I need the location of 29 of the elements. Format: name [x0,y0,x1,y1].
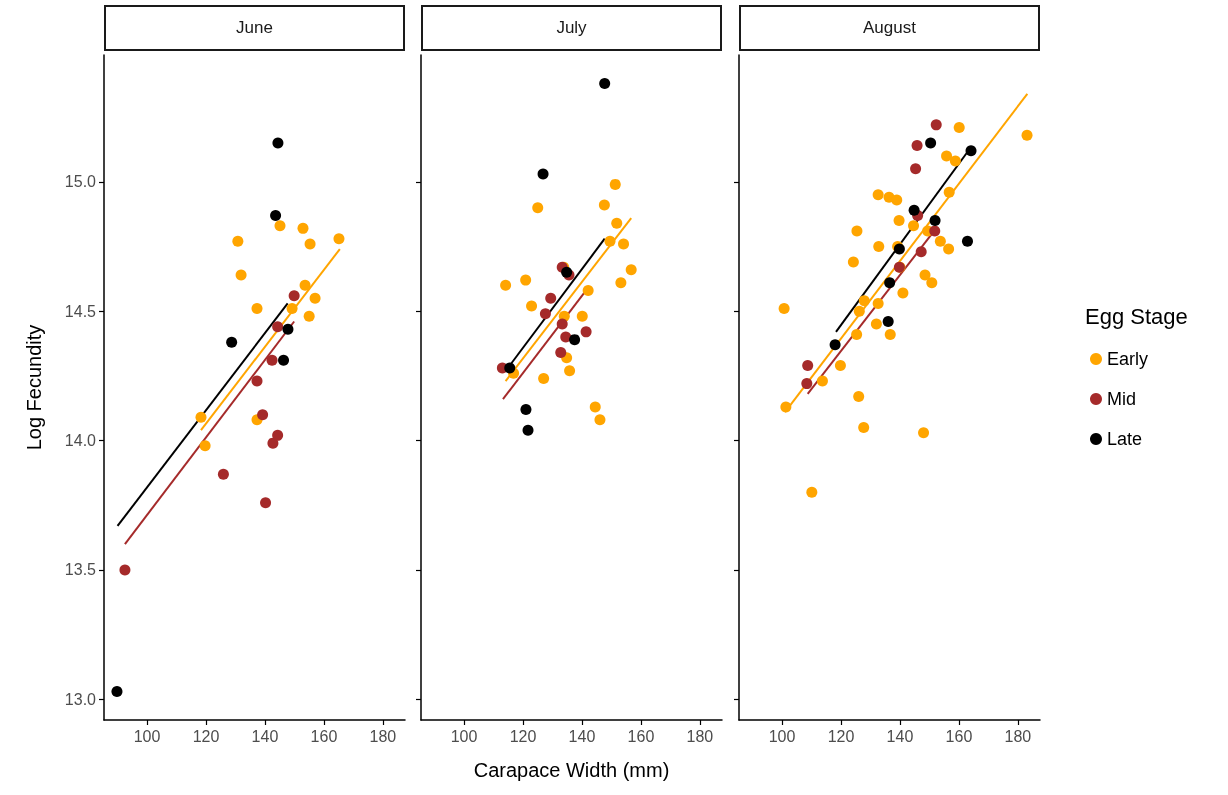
x-tick-label: 140 [251,727,279,745]
y-tick-label: 13.0 [64,690,97,708]
x-tick-label: 120 [509,727,537,745]
x-tick-label: 160 [310,727,338,745]
x-axis-title: Carapace Width (mm) [473,759,670,781]
chart-title: June [104,5,405,51]
x-tick-label: 120 [192,727,220,745]
legend-title: Egg Stage [1085,303,1188,329]
x-tick-label: 180 [369,727,397,745]
y-axis-title: Log Fecundity [23,324,45,451]
legend-label: Mid [1107,389,1137,409]
y-tick-label: 14.0 [64,432,97,450]
x-tick-label: 100 [768,727,796,745]
x-tick-label: 120 [827,727,855,745]
y-tick-label: 15.0 [64,173,97,191]
y-tick-label: 13.5 [64,561,97,579]
chart-title: July [421,5,722,51]
x-tick-label: 140 [568,727,596,745]
y-tick-label: 14.5 [64,302,97,320]
x-tick-label: 160 [945,727,973,745]
x-tick-label: 160 [627,727,655,745]
chart-title: August [739,5,1040,51]
legend-label: Early [1107,349,1149,369]
legend-label: Late [1107,429,1143,449]
x-tick-label: 180 [686,727,714,745]
x-tick-label: 140 [886,727,914,745]
x-tick-label: 180 [1004,727,1032,745]
x-tick-label: 100 [133,727,161,745]
x-tick-label: 100 [450,727,478,745]
